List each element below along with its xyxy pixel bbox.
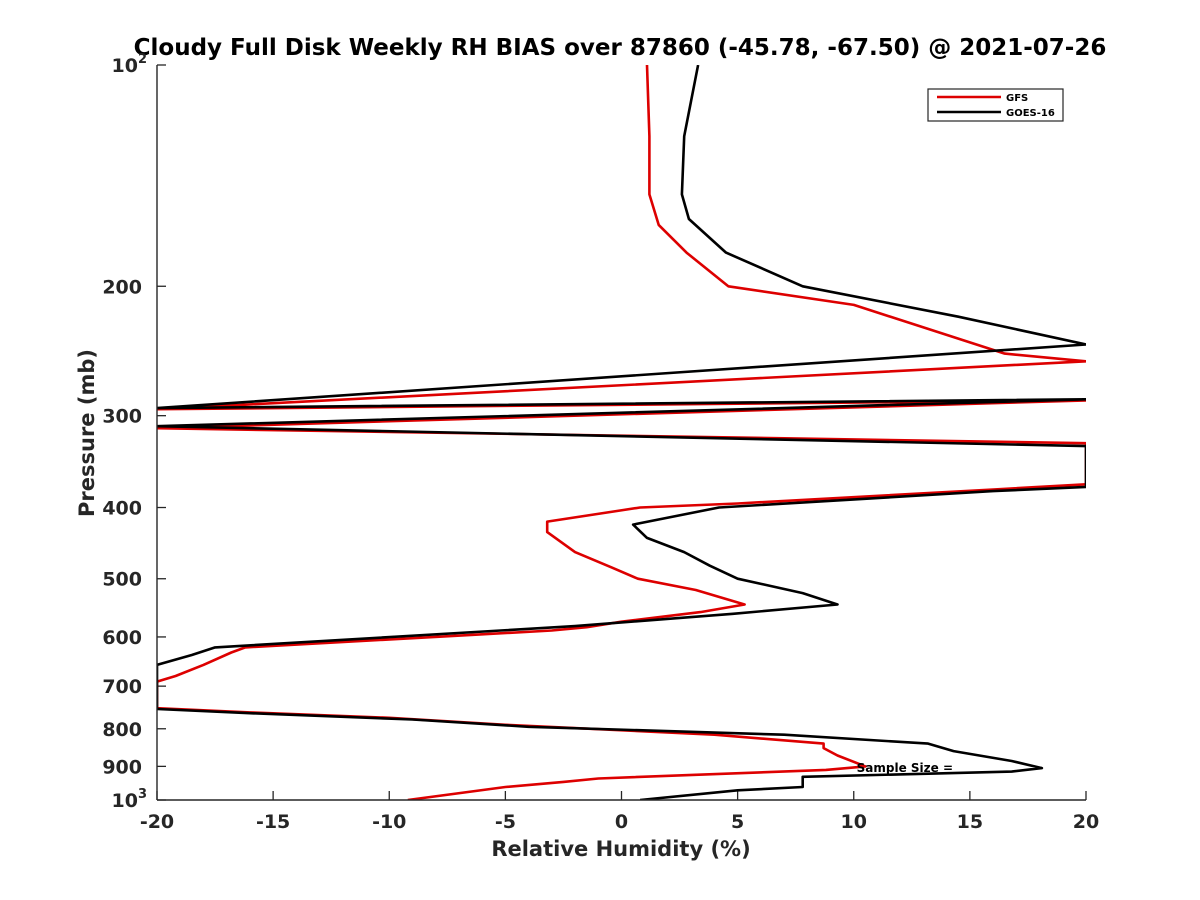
x-tick-label: 5 [731,811,744,833]
x-axis-label: Relative Humidity (%) [491,837,750,861]
x-tick-label: -10 [372,811,406,833]
legend-label: GOES-16 [1006,108,1055,119]
legend-box [927,88,1064,122]
y-tick-label: 400 [102,498,142,520]
legend: GFS GOES-16 [927,88,1064,122]
x-axis-ticks: -20 -15 -10 -5 0 5 10 15 20 [140,791,1099,833]
series-group [157,65,1086,800]
x-tick-label: -15 [256,811,290,833]
y-tick-label: 500 [102,569,142,591]
y-tick-label: 102 [112,52,148,77]
y-tick-exponent: 2 [138,52,147,67]
x-tick-label: 15 [957,811,983,833]
y-tick-base: 10 [112,790,138,812]
legend-label: GFS [1006,93,1028,104]
y-tick-label: 600 [102,627,142,649]
y-tick-base: 10 [112,55,138,77]
x-tick-label: -20 [140,811,174,833]
y-tick-label: 103 [112,787,148,812]
sample-size-annotation: Sample Size = [857,761,953,775]
chart-title: Cloudy Full Disk Weekly RH BIAS over 878… [134,35,1107,61]
y-tick-exponent: 3 [138,787,147,802]
y-tick-label: 700 [102,676,142,698]
series-line-gfs [157,65,1086,800]
series-line-goes-16 [157,65,1086,800]
y-axis-label: Pressure (mb) [75,349,99,517]
y-tick-label: 200 [102,276,142,298]
y-tick-label: 800 [102,719,142,741]
x-tick-label: -5 [495,811,516,833]
x-tick-label: 20 [1073,811,1099,833]
x-tick-label: 10 [841,811,867,833]
annotations: Sample Size = [857,761,953,775]
x-tick-label: 0 [615,811,628,833]
y-tick-label: 300 [102,406,142,428]
y-tick-label: 900 [102,756,142,778]
axis-lines [156,65,1086,801]
